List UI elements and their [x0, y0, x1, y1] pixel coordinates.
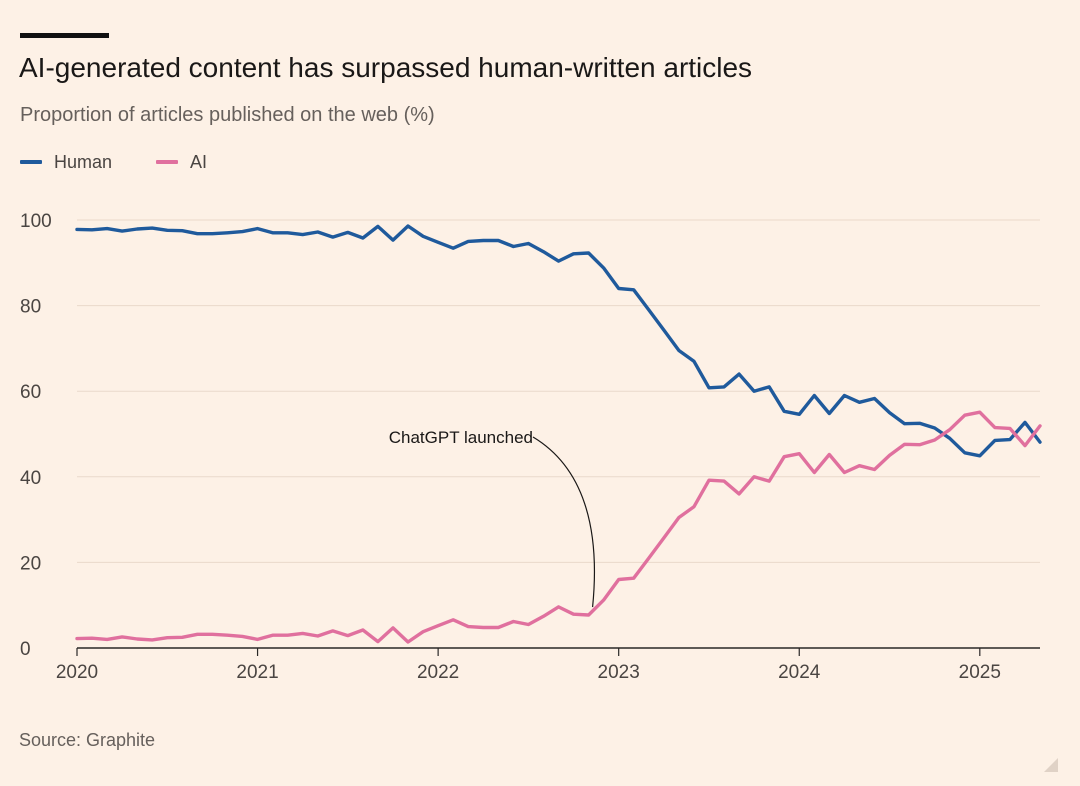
- resize-grip-icon[interactable]: [1044, 758, 1058, 772]
- y-tick-label-0: 0: [20, 639, 31, 660]
- legend-label-human: Human: [54, 151, 113, 172]
- legend-swatch-ai: [156, 160, 179, 164]
- legend-label-ai: AI: [190, 151, 208, 172]
- x-tick-label-2020: 2020: [56, 662, 98, 683]
- x-tick-label-2025: 2025: [959, 662, 1001, 683]
- y-tick-label-100: 100: [20, 211, 52, 232]
- y-tick-label-80: 80: [20, 297, 41, 318]
- x-tick-label-2023: 2023: [598, 662, 640, 683]
- source-note: Source: Graphite: [19, 730, 156, 750]
- series-line-ai: [75, 410, 1042, 644]
- chart-subtitle: Proportion of articles published on the …: [20, 104, 435, 126]
- legend-item-ai[interactable]: AI: [156, 152, 207, 173]
- annotation-label: ChatGPT launched: [389, 428, 533, 447]
- series-line-human: [75, 224, 1042, 458]
- y-tick-label-20: 20: [20, 553, 41, 574]
- y-tick-label-40: 40: [20, 468, 41, 489]
- legend-item-human[interactable]: Human: [20, 152, 112, 173]
- x-tick-label-2021: 2021: [236, 662, 278, 683]
- legend-swatch-human: [20, 160, 42, 164]
- chart-title: AI-generated content has surpassed human…: [19, 52, 753, 83]
- x-tick-label-2022: 2022: [417, 662, 459, 683]
- y-tick-label-60: 60: [20, 382, 41, 403]
- legend: Human AI: [20, 150, 251, 174]
- annotation-connector: [532, 436, 596, 608]
- x-tick-label-2024: 2024: [778, 662, 821, 683]
- line-chart: 0 20 40 60 80 100 2020 2021 2022 2023 2024 2025 Chat…: [20, 211, 1042, 683]
- top-accent-bar: [20, 33, 109, 38]
